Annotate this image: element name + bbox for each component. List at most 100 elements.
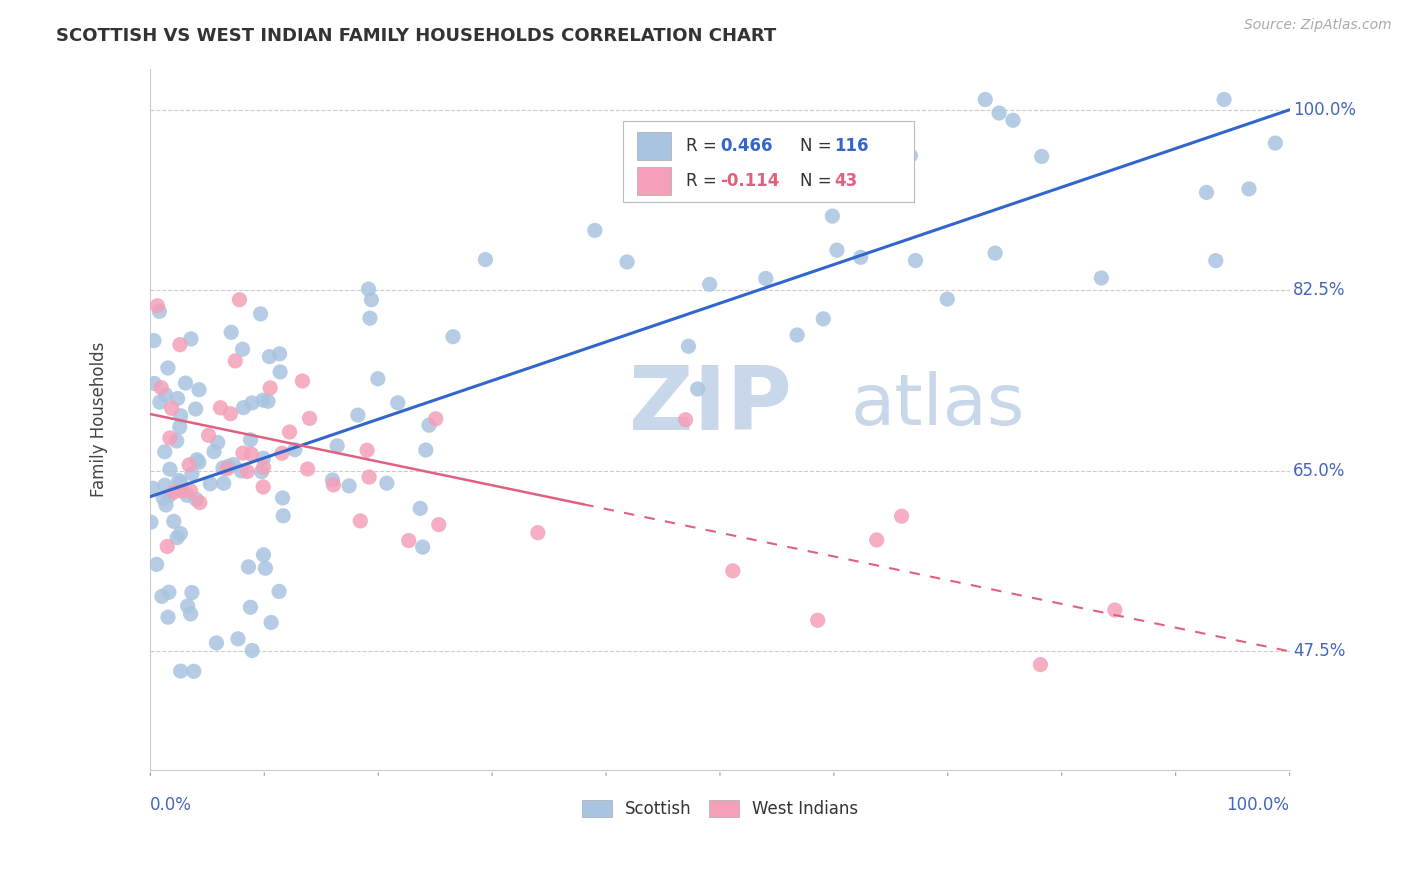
Point [284,442,307,457]
Point [169,409,191,423]
Point [205,636,228,650]
Point [167,474,190,488]
Point [699,277,721,292]
Point [1264,136,1286,150]
Point [163,514,186,528]
Point [159,462,181,476]
Point [357,282,380,296]
Point [186,452,208,467]
Point [269,365,291,379]
Point [337,479,360,493]
Text: Family Households: Family Households [90,342,108,497]
Point [252,480,274,494]
Point [260,615,283,630]
Point [169,526,191,541]
Point [148,304,170,318]
Point [1104,603,1126,617]
Text: N =: N = [800,172,837,190]
Point [219,407,242,421]
Point [359,311,381,326]
Point [474,252,496,267]
Point [1001,113,1024,128]
Point [375,476,398,491]
Point [367,372,389,386]
Point [202,444,225,458]
Point [259,381,281,395]
Point [271,508,294,523]
Point [228,293,250,307]
Point [240,447,263,461]
Point [176,488,198,502]
Point [321,473,343,487]
Point [1195,186,1218,200]
Point [267,584,290,599]
Text: 0.0%: 0.0% [150,796,193,814]
Point [322,478,344,492]
Point [825,243,848,257]
Point [153,445,176,459]
Point [297,462,319,476]
Legend: Scottish, West Indians: Scottish, West Indians [575,793,865,825]
Point [418,418,440,433]
Point [139,515,162,529]
Point [359,470,381,484]
Point [890,509,912,524]
Point [254,561,277,575]
Point [200,476,222,491]
Point [169,475,191,490]
Point [156,610,179,624]
Point [298,411,321,425]
Text: 100.0%: 100.0% [1226,796,1289,814]
Point [252,393,274,408]
Point [755,271,778,285]
Point [142,481,165,495]
Point [155,498,177,512]
Point [583,223,606,237]
Point [188,383,211,397]
Point [212,461,235,475]
Point [240,396,263,410]
Point [252,548,274,562]
Point [143,334,166,348]
Point [441,329,464,343]
Point [849,250,872,264]
Point [291,374,314,388]
Point [156,361,179,376]
Point [180,467,202,481]
Text: 116: 116 [834,136,869,154]
Point [936,292,959,306]
Point [166,434,188,448]
Point [180,332,202,346]
Point [217,459,239,474]
Point [326,439,349,453]
Point [232,446,254,460]
Point [1205,253,1227,268]
Point [259,350,281,364]
Text: -0.114: -0.114 [720,172,779,190]
Point [166,531,188,545]
Point [387,396,409,410]
Point [278,425,301,439]
Point [1213,93,1236,107]
Point [169,664,191,678]
Point [356,443,378,458]
Point [226,632,249,646]
Point [398,533,420,548]
Point [412,540,434,554]
Point [984,246,1007,260]
Point [240,643,263,657]
Point [160,401,183,416]
Point [180,585,202,599]
Point [527,525,550,540]
Point [212,476,235,491]
Point [249,307,271,321]
Point [807,613,830,627]
Text: 43: 43 [834,172,858,190]
Point [166,392,188,406]
Point [252,451,274,466]
Point [180,484,202,499]
Point [169,420,191,434]
Point [686,382,709,396]
Point [170,483,193,498]
Point [143,376,166,391]
